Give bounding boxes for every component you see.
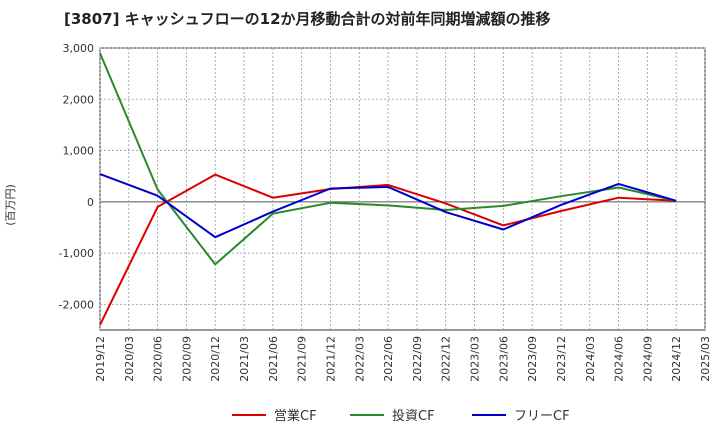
x-tick-label: 2020/06 <box>152 336 165 382</box>
x-tick-label: 2023/06 <box>497 336 510 382</box>
x-tick-label: 2021/03 <box>238 336 251 382</box>
legend-label: 営業CF <box>274 408 317 424</box>
x-tick-label: 2022/12 <box>440 336 453 382</box>
x-tick-label: 2022/09 <box>411 336 424 382</box>
x-tick-label: 2023/03 <box>469 336 482 382</box>
legend-label: フリーCF <box>514 409 570 424</box>
series-line-2 <box>99 52 677 266</box>
series-lines <box>99 52 677 326</box>
x-tick-label: 2024/06 <box>613 336 626 382</box>
x-tick-label: 2021/12 <box>324 336 337 382</box>
y-tick-label: -2,000 <box>59 298 94 311</box>
x-tick-label: 2021/06 <box>267 336 280 382</box>
y-tick-label: 2,000 <box>63 93 95 106</box>
series-line-1 <box>99 173 677 326</box>
y-tick-label: 1,000 <box>63 145 95 158</box>
x-tick-label: 2020/12 <box>209 336 222 382</box>
x-tick-label: 2021/09 <box>296 336 309 382</box>
y-tick-label: 0 <box>87 196 94 209</box>
x-tick-label: 2024/09 <box>641 336 654 382</box>
x-tick-label: 2019/12 <box>94 336 107 382</box>
x-tick-label: 2023/12 <box>555 336 568 382</box>
chart-title: [3807] キャッシュフローの12か月移動合計の対前年同期増減額の推移 <box>64 10 551 28</box>
y-tick-label: -1,000 <box>59 247 94 260</box>
x-tick-label: 2020/09 <box>180 336 193 382</box>
legend: 営業CF 投資CF フリーCF <box>232 408 570 424</box>
x-tick-label: 2024/03 <box>584 336 597 382</box>
x-axis-ticks: 2019/12 2020/03 2020/06 2020/09 2020/12 2021/… <box>94 336 712 382</box>
x-tick-label: 2024/12 <box>670 336 683 382</box>
x-tick-label: 2020/03 <box>123 336 136 382</box>
series-line-3 <box>99 173 677 239</box>
x-tick-label: 2025/03 <box>699 336 712 382</box>
y-axis-label: (百万円) <box>4 184 17 226</box>
legend-label: 投資CF <box>392 408 435 424</box>
x-tick-label: 2023/09 <box>526 336 539 382</box>
x-tick-label: 2022/06 <box>382 336 395 382</box>
y-axis-ticks: 3,000 2,000 1,000 0 -1,000 -2,000 <box>59 42 94 311</box>
y-tick-label: 3,000 <box>63 42 95 55</box>
x-tick-label: 2022/03 <box>353 336 366 382</box>
